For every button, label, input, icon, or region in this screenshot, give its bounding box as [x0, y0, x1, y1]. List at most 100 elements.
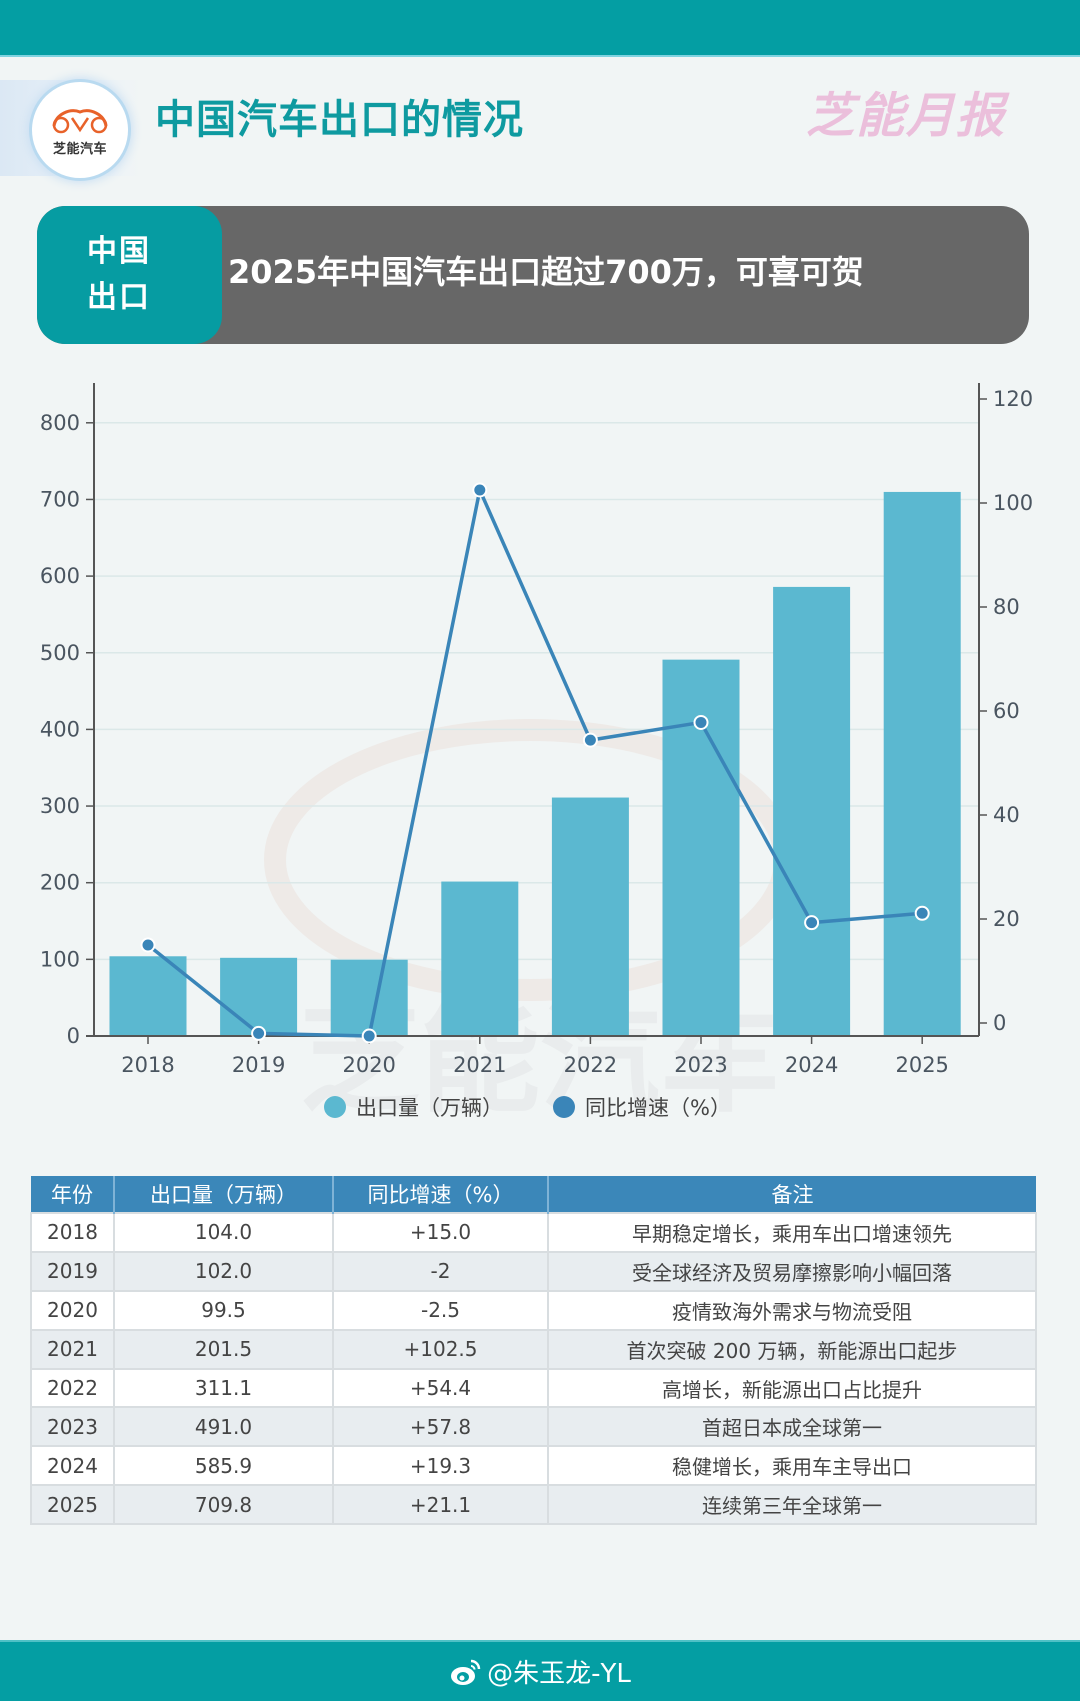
- cell-exports: 709.8: [113, 1484, 334, 1526]
- legend-item-exports[interactable]: 出口量（万辆）: [324, 1093, 503, 1121]
- cell-notes: 疫情致海外需求与物流受阻: [547, 1289, 1037, 1331]
- headline-banner: 中国 出口 2025年中国汽车出口超过700万，可喜可贺: [37, 206, 1029, 344]
- banner-tag-line2: 出口: [87, 280, 151, 315]
- legend-line-swatch-icon: [553, 1096, 575, 1118]
- table-header-row: 年份 出口量（万辆） 同比增速（%） 备注: [31, 1176, 1036, 1213]
- line-point-2022[interactable]: [582, 732, 598, 748]
- cell-exports: 585.9: [113, 1445, 334, 1487]
- chart-canvas: 芝能汽车010020030040050060070080002040608010…: [40, 383, 1033, 1129]
- bar-2024[interactable]: [773, 586, 851, 1036]
- y2-tick-label: 80: [993, 595, 1020, 619]
- cell-year: 2025: [30, 1484, 115, 1526]
- cell-exports: 102.0: [113, 1250, 334, 1292]
- table-row: 2021 201.5 +102.5 首次突破 200 万辆，新能源出口起步: [30, 1328, 1037, 1370]
- banner-title: 2025年中国汽车出口超过700万，可喜可贺: [228, 253, 864, 291]
- top-bar: [0, 0, 1080, 57]
- cell-growth: -2: [332, 1250, 549, 1292]
- cell-growth: -2.5: [332, 1289, 549, 1331]
- y2-tick-label: 40: [993, 803, 1020, 827]
- line-point-2020[interactable]: [361, 1028, 377, 1044]
- combo-chart: 芝能汽车 0 100 200 300 400 500 600 700 800 0 20 40 60 80 10…: [0, 360, 1080, 1140]
- table-row: 2019 102.0 -2 受全球经济及贸易摩擦影响小幅回落: [30, 1250, 1037, 1292]
- cell-exports: 99.5: [113, 1289, 334, 1331]
- y-tick-label: 300: [40, 794, 80, 818]
- cell-exports: 311.1: [113, 1367, 334, 1409]
- cell-year: 2024: [30, 1445, 115, 1487]
- y2-tick-label: 120: [993, 387, 1033, 411]
- x-tick-label: 2021: [453, 1053, 506, 1077]
- bar-2022[interactable]: [551, 797, 629, 1036]
- cell-exports: 104.0: [113, 1212, 334, 1253]
- cell-notes: 首次突破 200 万辆，新能源出口起步: [547, 1328, 1037, 1370]
- logo-text: 芝能汽车: [52, 141, 107, 157]
- x-tick-label: 2022: [564, 1053, 617, 1077]
- cell-exports: 201.5: [113, 1328, 334, 1370]
- header-growth: 同比增速（%）: [333, 1176, 549, 1213]
- table-row: 2022 311.1 +54.4 高增长，新能源出口占比提升: [30, 1367, 1037, 1409]
- cell-growth: +102.5: [332, 1328, 549, 1370]
- x-tick-label: 2018: [121, 1053, 174, 1077]
- table-row: 2020 99.5 -2.5 疫情致海外需求与物流受阻: [30, 1289, 1037, 1331]
- bar-2019[interactable]: [220, 957, 298, 1036]
- line-point-2024[interactable]: [804, 915, 820, 931]
- y-tick-label: 100: [40, 947, 80, 971]
- table-row: 2023 491.0 +57.8 首超日本成全球第一: [30, 1406, 1037, 1448]
- y2-tick-label: 0: [993, 1011, 1006, 1035]
- data-table: 年份 出口量（万辆） 同比增速（%） 备注 2018 104.0 +15.0 早…: [30, 1176, 1037, 1526]
- header-exports: 出口量（万辆）: [114, 1176, 334, 1213]
- cell-growth: +54.4: [332, 1367, 549, 1409]
- y-tick-label: 700: [40, 487, 80, 511]
- line-point-2025[interactable]: [914, 905, 930, 921]
- y-tick-label: 200: [40, 871, 80, 895]
- cell-notes: 首超日本成全球第一: [547, 1406, 1037, 1448]
- bar-2025[interactable]: [883, 491, 961, 1036]
- legend-bar-swatch-icon: [324, 1096, 346, 1118]
- x-tick-label: 2023: [674, 1053, 727, 1077]
- weibo-handle[interactable]: @朱玉龙-YL: [487, 1659, 631, 1689]
- cell-year: 2021: [30, 1328, 115, 1370]
- y-tick-label: 800: [40, 411, 80, 435]
- cell-notes: 稳健增长，乘用车主导出口: [547, 1445, 1037, 1487]
- banner-tag-line1: 中国: [87, 234, 151, 269]
- table-row: 2018 104.0 +15.0 早期稳定增长，乘用车出口增速领先: [30, 1212, 1037, 1253]
- bar-2018[interactable]: [109, 956, 187, 1036]
- cell-year: 2023: [30, 1406, 115, 1448]
- table-row: 2024 585.9 +19.3 稳健增长，乘用车主导出口: [30, 1445, 1037, 1487]
- car-logo-icon: [52, 108, 108, 133]
- line-point-2018[interactable]: [140, 937, 156, 953]
- line-point-2021[interactable]: [472, 482, 488, 498]
- cell-year: 2019: [30, 1250, 115, 1292]
- x-tick-label: 2024: [785, 1053, 838, 1077]
- header-notes: 备注: [548, 1176, 1036, 1213]
- legend-label-exports: 出口量（万辆）: [356, 1096, 503, 1120]
- cell-growth: +15.0: [332, 1212, 549, 1253]
- cell-year: 2020: [30, 1289, 115, 1331]
- cell-notes: 受全球经济及贸易摩擦影响小幅回落: [547, 1250, 1037, 1292]
- cell-growth: +19.3: [332, 1445, 549, 1487]
- y2-tick-label: 20: [993, 907, 1020, 931]
- footer-bar: @朱玉龙-YL: [0, 1640, 1080, 1701]
- table-row: 2025 709.8 +21.1 连续第三年全球第一: [30, 1484, 1037, 1526]
- x-tick-label: 2020: [342, 1053, 395, 1077]
- cell-year: 2022: [30, 1367, 115, 1409]
- legend-item-growth[interactable]: 同比增速（%）: [553, 1093, 731, 1121]
- cell-exports: 491.0: [113, 1406, 334, 1448]
- bar-2021[interactable]: [441, 881, 519, 1036]
- cell-year: 2018: [30, 1212, 115, 1253]
- y-tick-label: 500: [40, 641, 80, 665]
- y-tick-label: 400: [40, 717, 80, 741]
- cell-growth: +21.1: [332, 1484, 549, 1526]
- y2-tick-label: 100: [993, 491, 1033, 515]
- logo: 芝能汽车: [32, 82, 128, 178]
- line-point-2019[interactable]: [251, 1025, 267, 1041]
- cell-notes: 高增长，新能源出口占比提升: [547, 1367, 1037, 1409]
- weibo-icon: [451, 1659, 481, 1685]
- cell-growth: +57.8: [332, 1406, 549, 1448]
- cell-notes: 早期稳定增长，乘用车出口增速领先: [547, 1212, 1037, 1253]
- cell-notes: 连续第三年全球第一: [547, 1484, 1037, 1526]
- line-point-2023[interactable]: [693, 714, 709, 730]
- header-year: 年份: [31, 1176, 115, 1213]
- y2-tick-label: 60: [993, 699, 1020, 723]
- x-tick-label: 2019: [232, 1053, 285, 1077]
- bar-2020[interactable]: [330, 959, 408, 1036]
